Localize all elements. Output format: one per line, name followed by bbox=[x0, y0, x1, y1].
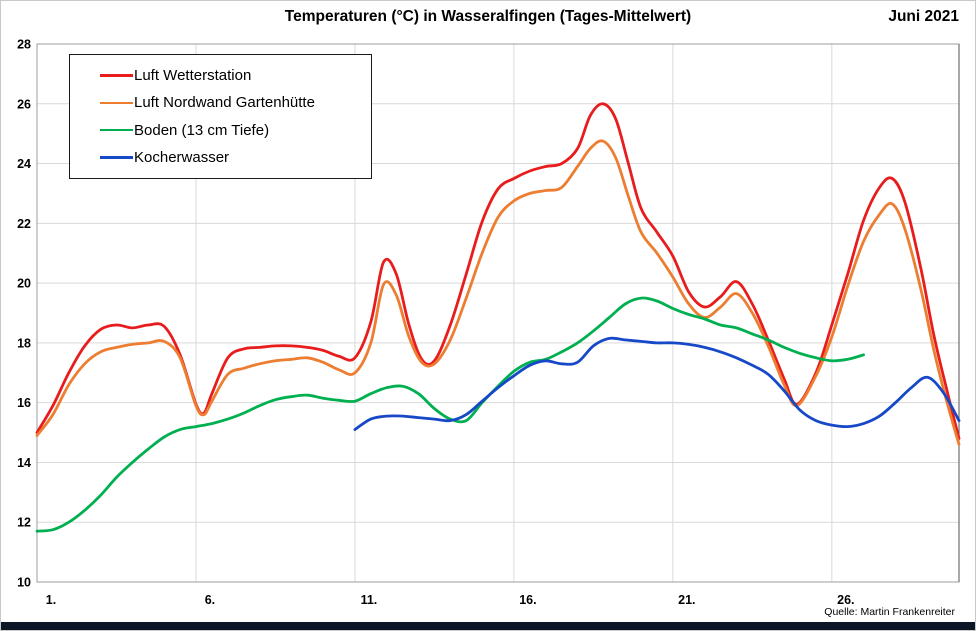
chart-title: Temperaturen (°C) in Wasseralfingen (Tag… bbox=[284, 8, 692, 25]
y-tick-label: 18 bbox=[17, 336, 31, 350]
legend-item: Luft Wetterstation bbox=[100, 67, 365, 84]
series-line-luft-nordwand-gartenhütte bbox=[35, 139, 961, 446]
source-credit: Quelle: Martin Frankenreiter bbox=[824, 606, 955, 618]
x-tick-label: 16. bbox=[519, 593, 536, 607]
y-tick-label: 14 bbox=[17, 456, 31, 470]
y-tick-label: 22 bbox=[17, 217, 31, 231]
legend-item: Luft Nordwand Gartenhütte bbox=[100, 94, 365, 111]
legend-item: Kocherwasser bbox=[100, 149, 365, 166]
series-line-kocherwasser bbox=[353, 336, 961, 431]
x-tick-label: 6. bbox=[205, 593, 215, 607]
legend-label: Boden (13 cm Tiefe) bbox=[134, 121, 270, 139]
title-row: Temperaturen (°C) in Wasseralfingen (Tag… bbox=[1, 8, 975, 32]
legend: Luft Wetterstation Luft Nordwand Gartenh… bbox=[69, 54, 372, 179]
legend-line-icon bbox=[100, 101, 133, 105]
x-tick-label: 21. bbox=[678, 593, 695, 607]
legend-line-icon bbox=[100, 156, 133, 159]
y-tick-label: 28 bbox=[17, 38, 31, 52]
x-tick-label: 11. bbox=[361, 593, 378, 607]
period-label: Juni 2021 bbox=[888, 8, 959, 25]
x-tick-label: 1. bbox=[46, 593, 56, 607]
series-line-boden-13-cm-tiefe- bbox=[35, 296, 865, 533]
y-tick-label: 16 bbox=[17, 396, 31, 410]
y-tick-label: 26 bbox=[17, 97, 31, 111]
legend-line-icon bbox=[100, 128, 133, 132]
legend-label: Luft Nordwand Gartenhütte bbox=[134, 94, 315, 112]
legend-label: Luft Wetterstation bbox=[134, 67, 252, 85]
x-tick-label: 26. bbox=[837, 593, 854, 607]
footer-bar bbox=[1, 622, 975, 630]
legend-item: Boden (13 cm Tiefe) bbox=[100, 122, 365, 139]
legend-line-icon bbox=[100, 74, 133, 77]
y-tick-label: 12 bbox=[17, 516, 31, 530]
y-tick-label: 20 bbox=[17, 277, 31, 291]
y-tick-label: 10 bbox=[17, 576, 31, 590]
y-tick-label: 24 bbox=[17, 157, 31, 171]
legend-label: Kocherwasser bbox=[134, 148, 230, 166]
